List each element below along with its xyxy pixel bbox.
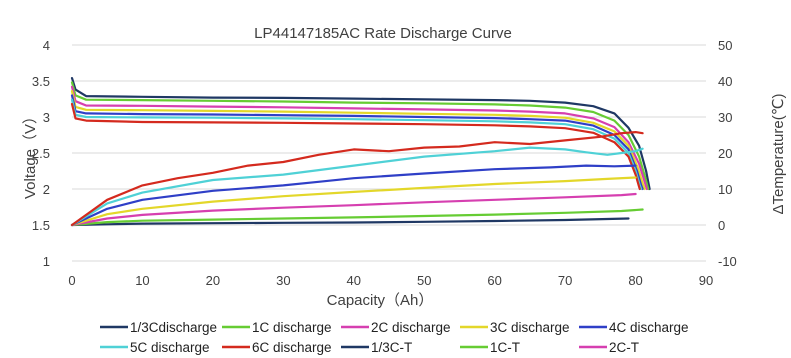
y2-tick-label: 10 [718, 182, 732, 197]
x-tick-label: 0 [68, 273, 75, 288]
y-axis-left: 1 1.5 2 2.5 3 3.5 4 [32, 38, 50, 269]
y-tick-label: 3.5 [32, 74, 50, 89]
y-tick-label: 1.5 [32, 218, 50, 233]
legend-label: 3C discharge [490, 320, 570, 335]
series-line-12 [70, 146, 644, 227]
y-tick-label: 3 [43, 110, 50, 125]
y2-tick-label: -10 [718, 254, 737, 269]
legend-label: 1C discharge [252, 320, 332, 335]
series-line-11 [70, 164, 637, 227]
series-line-0 [70, 77, 651, 191]
legend-label: 1/3C-T [371, 340, 412, 355]
legend-label: 1C-T [490, 340, 520, 355]
series-line-7 [70, 217, 630, 227]
series-line-6 [70, 102, 641, 191]
legend-label: 6C discharge [252, 340, 332, 355]
y-tick-label: 2 [43, 182, 50, 197]
y-tick-label: 4 [43, 38, 50, 53]
series-line-3 [70, 90, 646, 191]
x-tick-label: 20 [206, 273, 220, 288]
x-tick-label: 80 [628, 273, 642, 288]
legend-label: 1/3Cdischarge [130, 320, 217, 335]
y2-axis-label: ΔTemperature(℃) [770, 93, 787, 214]
series-line-10 [70, 176, 637, 227]
series-line-8 [70, 208, 644, 227]
y-tick-label: 2.5 [32, 146, 50, 161]
series-line-1 [70, 81, 650, 191]
y2-tick-label: 0 [718, 218, 725, 233]
legend-label: 2C-T [609, 340, 639, 355]
x-tick-label: 40 [347, 273, 361, 288]
legend-label: 4C discharge [609, 320, 689, 335]
x-tick-label: 70 [558, 273, 572, 288]
x-tick-label: 90 [699, 273, 713, 288]
y2-tick-label: 20 [718, 146, 732, 161]
y-axis-label: Voltage（V） [22, 109, 39, 199]
x-axis-label: Capacity（Ah） [327, 292, 434, 309]
y-axis-right: -10 0 10 20 30 40 50 [718, 38, 737, 269]
y2-tick-label: 40 [718, 74, 732, 89]
series-line-13 [70, 131, 644, 227]
legend-label: 2C discharge [371, 320, 451, 335]
y-tick-label: 1 [43, 254, 50, 269]
series-group [70, 77, 651, 227]
legend: 1/3Cdischarge 1C discharge 2C discharge 3C … [100, 320, 689, 355]
x-tick-label: 30 [276, 273, 290, 288]
x-axis: 0 10 20 30 40 50 60 70 80 90 [68, 273, 713, 288]
series-line-5 [70, 98, 643, 191]
x-tick-label: 50 [417, 273, 431, 288]
series-line-9 [70, 192, 637, 227]
x-tick-label: 10 [135, 273, 149, 288]
series-line-4 [70, 94, 644, 191]
series-line-2 [70, 85, 648, 191]
legend-label: 5C discharge [130, 340, 210, 355]
y2-tick-label: 50 [718, 38, 732, 53]
y2-tick-label: 30 [718, 110, 732, 125]
x-tick-label: 60 [487, 273, 501, 288]
chart-title: LP44147185AC Rate Discharge Curve [254, 25, 512, 42]
